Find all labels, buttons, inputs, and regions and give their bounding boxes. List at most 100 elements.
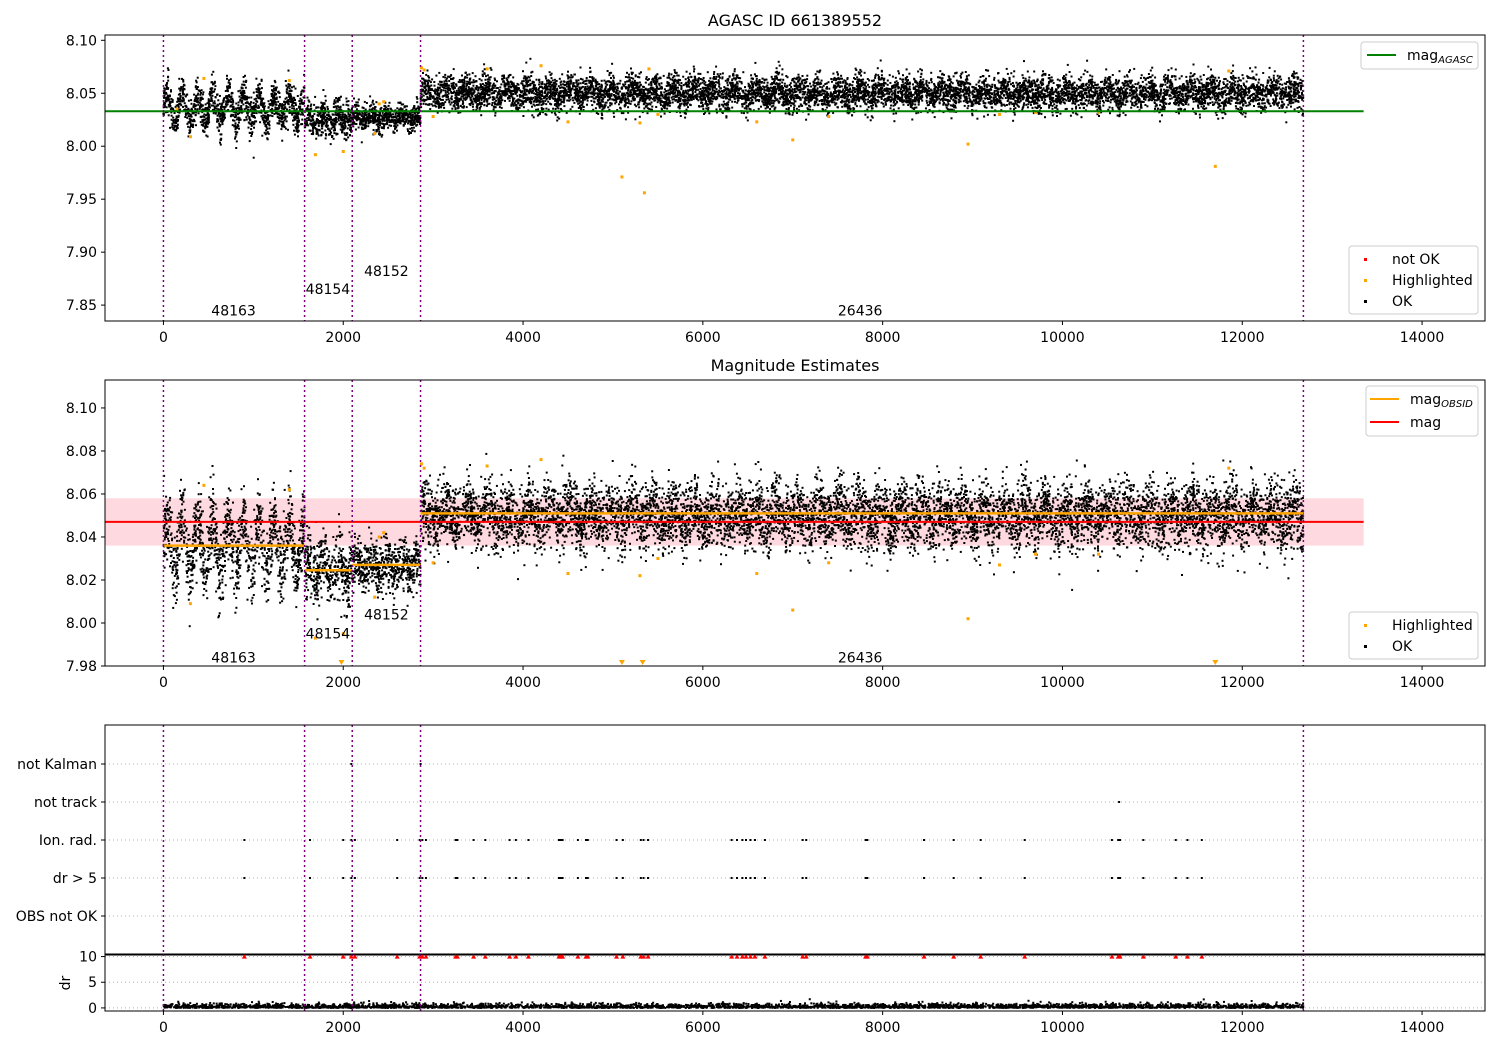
agasc-ok-point: [411, 115, 414, 118]
agasc-ok-point: [1205, 107, 1208, 110]
agasc-ok-point: [234, 116, 237, 118]
agasc-ok-point: [742, 89, 744, 92]
agasc-ok-point: [741, 105, 744, 108]
agasc-ok-point: [384, 123, 387, 126]
agasc-ok-point: [222, 113, 225, 116]
agasc-ok-point: [917, 70, 920, 73]
agasc-ok-point: [901, 80, 904, 83]
agasc-ok-point: [318, 120, 321, 122]
agasc-ok-point: [210, 98, 213, 101]
agasc-ok-point: [322, 122, 325, 125]
agasc-ok-point: [1136, 106, 1139, 109]
agasc-ok-point: [1046, 91, 1049, 94]
agasc-ok-point: [263, 115, 266, 117]
agasc-ok-point: [332, 106, 335, 109]
agasc-ok-point: [265, 126, 268, 129]
agasc-ok-point: [1019, 94, 1021, 97]
agasc-ok-point: [550, 81, 552, 84]
agasc-ok-point: [416, 121, 419, 123]
agasc-ok-point: [359, 120, 362, 123]
agasc-ok-point: [251, 112, 254, 115]
agasc-ok-point: [929, 102, 931, 104]
agasc-ok-point: [1209, 96, 1212, 99]
agasc-ok-point: [410, 114, 413, 117]
agasc-ok-point: [1297, 76, 1300, 79]
agasc-ok-point: [481, 73, 484, 76]
agasc-ok-point: [345, 132, 348, 135]
agasc-ok-point: [986, 92, 989, 94]
agasc-ok-point: [401, 112, 404, 115]
agasc-ok-point: [290, 99, 293, 102]
agasc-ok-point: [351, 123, 354, 125]
agasc-ok-point: [1162, 78, 1165, 81]
agasc-ok-point: [272, 94, 275, 97]
agasc-ok-point: [334, 105, 337, 108]
agasc-ok-point: [293, 107, 295, 110]
agasc-ok-point: [555, 79, 558, 82]
agasc-ok-point: [182, 80, 185, 83]
agasc-ok-point: [461, 100, 464, 103]
agasc-ok-point: [318, 128, 320, 131]
agasc-ok-point: [284, 97, 287, 100]
agasc-ok-point: [837, 97, 840, 100]
agasc-ok-point: [457, 80, 460, 83]
agasc-ok-point: [379, 124, 381, 127]
agasc-ok-point: [343, 137, 346, 140]
agasc-ok-point: [390, 119, 393, 121]
agasc-ok-point: [297, 120, 300, 123]
agasc-ok-point: [554, 113, 557, 116]
agasc-ok-point: [773, 82, 775, 85]
agasc-ok-point: [238, 119, 241, 122]
agasc-ok-point: [1091, 78, 1094, 81]
agasc-ok-point: [241, 83, 244, 86]
agasc-ok-point: [353, 121, 356, 124]
agasc-ok-point: [481, 75, 484, 78]
agasc-ok-point: [214, 112, 217, 115]
agasc-ok-point: [182, 83, 185, 86]
agasc-ok-point: [377, 126, 380, 129]
agasc-ok-point: [343, 132, 346, 135]
agasc-ok-point: [1019, 93, 1022, 96]
agasc-ok-point: [1114, 91, 1117, 94]
agasc-ok-point: [1071, 86, 1074, 89]
agasc-ok-point: [271, 99, 274, 102]
agasc-ok-point: [254, 103, 257, 106]
agasc-ok-point: [474, 75, 477, 78]
agasc-ok-point: [642, 86, 645, 88]
agasc-ok-point: [260, 97, 263, 100]
agasc-ok-point: [271, 107, 274, 110]
agasc-ok-point: [223, 108, 226, 110]
agasc-ok-point: [900, 84, 903, 87]
agasc-ok-point: [260, 115, 263, 118]
agasc-ok-point: [348, 124, 351, 127]
agasc-ok-point: [170, 97, 173, 100]
agasc-ok-point: [407, 116, 410, 119]
agasc-ok-point: [352, 125, 355, 128]
agasc-ok-point: [301, 118, 304, 121]
agasc-ok-point: [680, 84, 683, 87]
agasc-ok-point: [237, 90, 240, 93]
agasc-ok-point: [348, 134, 351, 137]
agasc-ok-point: [1168, 80, 1170, 83]
agasc-ok-point: [302, 90, 305, 93]
agasc-ok-point: [793, 77, 796, 80]
agasc-ok-point: [369, 114, 372, 117]
agasc-ok-point: [1177, 112, 1180, 115]
agasc-ok-point: [297, 112, 300, 114]
agasc-ok-point: [220, 103, 223, 106]
agasc-ok-point: [312, 122, 315, 125]
agasc-ok-point: [245, 116, 248, 119]
agasc-ok-point: [213, 105, 216, 108]
agasc-ok-point: [171, 122, 174, 125]
agasc-ok-point: [338, 114, 341, 117]
agasc-ok-point: [172, 116, 175, 119]
agasc-ok-point: [341, 129, 344, 132]
agasc-ok-point: [349, 113, 352, 116]
agasc-ok-point: [368, 108, 371, 111]
agasc-ok-point: [1241, 87, 1244, 90]
agasc-ok-point: [165, 82, 168, 85]
agasc-ok-point: [244, 102, 247, 104]
agasc-ok-point: [1261, 99, 1263, 102]
agasc-ok-point: [721, 77, 724, 80]
agasc-ok-point: [167, 76, 169, 79]
